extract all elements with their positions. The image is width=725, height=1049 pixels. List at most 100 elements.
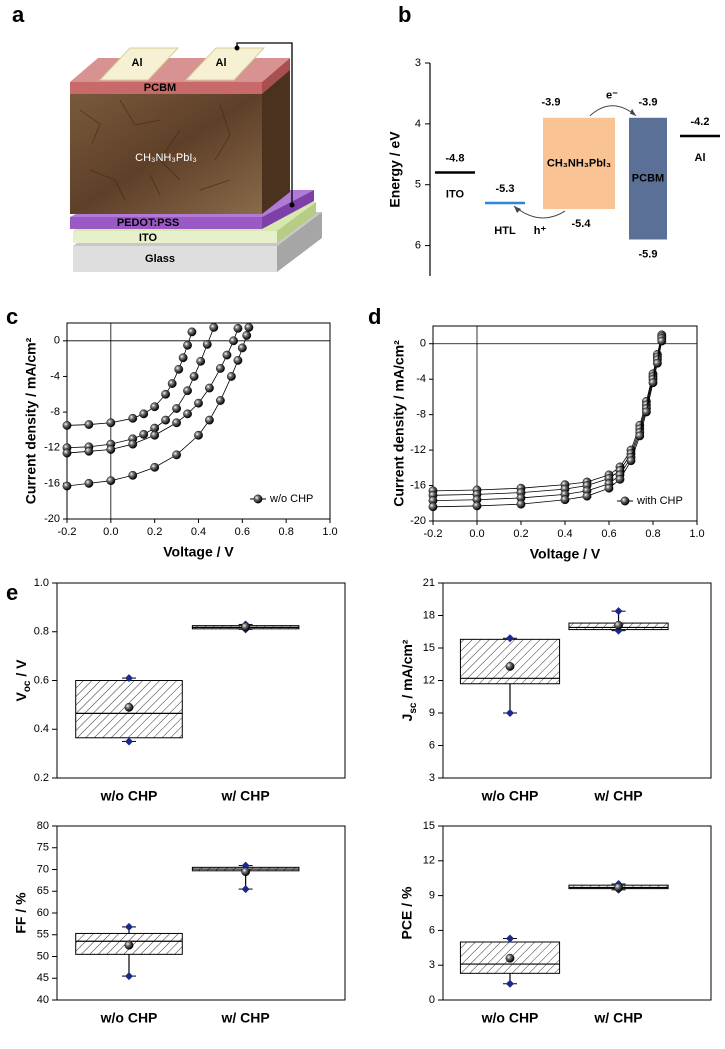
category-label: w/o CHP (100, 788, 158, 804)
contact-dot (234, 45, 240, 51)
y-tick-label: -20 (410, 515, 426, 527)
y-axis-title: FF / % (13, 892, 29, 934)
level-value: -4.2 (691, 116, 710, 128)
data-point (604, 483, 614, 493)
y-axis-title-part: sc (408, 702, 419, 714)
layer-label: ITO (139, 232, 158, 244)
data-point (226, 372, 236, 381)
data-point (229, 336, 238, 346)
y-tick-label: 0.8 (34, 626, 49, 638)
y-tick-label: -8 (416, 409, 426, 421)
plot-frame (442, 825, 712, 1001)
y-tick-label: -16 (410, 479, 426, 491)
series-line (432, 336, 663, 496)
category-label: w/o CHP (481, 1010, 539, 1026)
y-tick-label: -12 (410, 444, 426, 456)
y-tick-label: 40 (37, 994, 49, 1006)
mean-marker (614, 620, 623, 630)
data-point (648, 378, 658, 388)
data-point (150, 430, 160, 440)
x-tick-label: -0.2 (58, 526, 77, 538)
al-strip (184, 47, 266, 81)
x-tick-label: 0.0 (103, 526, 118, 538)
y-tick-label: 6 (429, 924, 435, 936)
layer-label: Al (132, 57, 143, 69)
glass-front (73, 246, 277, 272)
data-point (196, 356, 206, 366)
band-bottom-value: -5.9 (639, 248, 658, 260)
data-point (653, 358, 662, 368)
series-line (432, 338, 663, 502)
y-tick-label: 0.2 (34, 772, 49, 784)
level-name: Al (695, 152, 706, 164)
data-point (472, 501, 482, 511)
glass-side (277, 212, 322, 272)
data-point (233, 356, 243, 365)
mean-marker (505, 662, 515, 671)
plot-frame (56, 825, 346, 1001)
data-point (161, 415, 171, 425)
data-point (106, 418, 116, 428)
panel-label: a (12, 2, 25, 27)
data-point (62, 481, 72, 491)
y-tick-label: 0.6 (34, 674, 49, 686)
band-name: PCBM (632, 173, 664, 185)
box-body (459, 638, 561, 685)
data-point (178, 353, 188, 363)
x-tick-label: 0.4 (557, 528, 572, 540)
y-tick-label: 75 (37, 842, 49, 854)
energy-band (543, 117, 615, 210)
data-point (216, 364, 225, 373)
data-point (205, 415, 214, 425)
data-point (187, 327, 197, 337)
mean-marker (241, 622, 251, 632)
x-tick-label: 1.0 (322, 526, 337, 538)
perovskite-front (70, 92, 262, 214)
y-tick-label: -4 (416, 373, 426, 385)
category-label: w/ CHP (593, 788, 642, 804)
legend-label: w/o CHP (269, 493, 313, 505)
data-point (233, 323, 243, 333)
x-tick-label: -0.2 (424, 528, 443, 540)
whisker-marker (506, 634, 514, 643)
x-tick-label: 0.0 (469, 528, 484, 540)
x-tick-label: 0.8 (279, 526, 294, 538)
series-line (66, 331, 193, 426)
pcbm-side (262, 58, 290, 94)
data-point (139, 429, 149, 439)
pedot-side (262, 190, 314, 229)
y-tick-label: 6 (415, 239, 421, 251)
panel-label: b (398, 2, 411, 27)
y-tick-label: 60 (37, 907, 49, 919)
y-tick-label: 3 (429, 772, 435, 784)
band-bottom-value: -5.4 (572, 218, 592, 230)
pcbm-front (70, 82, 262, 94)
layer-label: CH₃NH₃PbI₃ (135, 152, 197, 164)
y-axis-title-part: J (399, 714, 415, 722)
data-point (106, 445, 116, 454)
y-tick-label: 80 (37, 820, 49, 832)
whisker-marker (506, 979, 514, 988)
plot-frame (66, 322, 331, 520)
category-label: w/ CHP (593, 1010, 642, 1026)
whisker-marker (614, 607, 623, 616)
data-point (172, 450, 181, 460)
data-point (150, 402, 160, 412)
mean-marker (124, 940, 134, 950)
y-tick-label: 4 (415, 118, 421, 130)
y-tick-label: 0.4 (34, 723, 49, 735)
al-strip (98, 47, 180, 81)
mean-marker (241, 867, 251, 877)
data-point (237, 343, 247, 353)
y-tick-label: 9 (429, 707, 435, 719)
data-point (161, 389, 171, 399)
hole-label: h⁺ (534, 225, 547, 237)
data-point (84, 478, 94, 488)
whisker-marker (125, 674, 133, 683)
y-tick-label: 70 (37, 863, 49, 875)
y-axis-title: PCE / % (399, 886, 415, 939)
whisker-marker (506, 709, 514, 717)
data-point (106, 476, 116, 486)
y-tick-label: 0 (54, 335, 60, 347)
data-point (216, 396, 225, 405)
